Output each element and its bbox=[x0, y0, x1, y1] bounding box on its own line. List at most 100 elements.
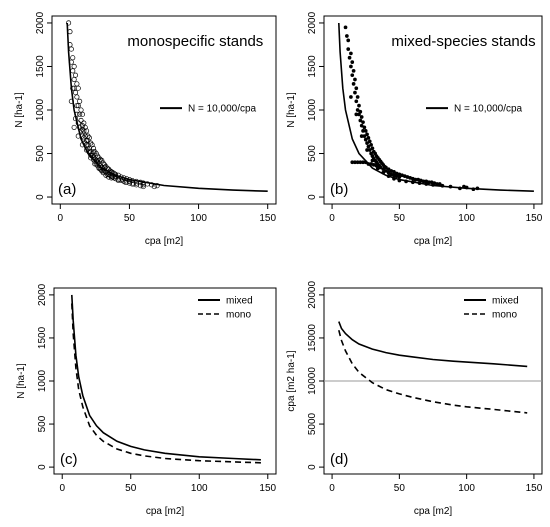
x-tick-label: 50 bbox=[394, 483, 406, 494]
x-tick-label: 100 bbox=[190, 213, 207, 224]
y-tick-label: 500 bbox=[37, 415, 48, 432]
data-point bbox=[99, 157, 105, 164]
data-point bbox=[355, 108, 360, 112]
legend-label: mixed bbox=[226, 296, 253, 307]
data-point bbox=[101, 164, 108, 170]
y-tick-label: 0 bbox=[307, 464, 318, 470]
data-point bbox=[79, 123, 85, 129]
x-tick-label: 0 bbox=[59, 483, 65, 494]
data-point bbox=[89, 142, 95, 148]
plot-area bbox=[71, 294, 261, 464]
data-point bbox=[84, 147, 90, 153]
data-point bbox=[386, 170, 391, 175]
legend-label: mixed bbox=[492, 296, 519, 307]
data-point bbox=[350, 73, 355, 78]
data-point bbox=[81, 135, 87, 141]
data-point bbox=[370, 146, 375, 151]
series-line bbox=[71, 294, 261, 461]
data-point bbox=[458, 186, 462, 191]
y-tick-label: 15000 bbox=[307, 324, 318, 352]
data-point bbox=[71, 63, 77, 70]
data-point bbox=[86, 135, 92, 141]
panel-label: (b) bbox=[330, 181, 348, 198]
panel-label: (d) bbox=[330, 451, 348, 468]
x-tick-label: 100 bbox=[458, 483, 475, 494]
data-point bbox=[72, 72, 79, 78]
data-point bbox=[100, 170, 106, 176]
data-point bbox=[149, 182, 155, 188]
y-axis-title: N [ha-1] bbox=[14, 92, 25, 128]
data-point bbox=[71, 124, 77, 130]
data-point bbox=[404, 179, 408, 184]
data-point bbox=[375, 166, 380, 171]
data-point bbox=[68, 98, 74, 104]
data-point bbox=[103, 172, 109, 178]
data-point bbox=[70, 85, 76, 91]
data-point bbox=[97, 157, 103, 163]
data-point bbox=[464, 185, 469, 190]
data-point bbox=[74, 94, 80, 100]
data-point bbox=[437, 182, 442, 186]
y-tick-label: 10000 bbox=[307, 367, 318, 395]
data-point bbox=[358, 118, 363, 123]
y-tick-label: 500 bbox=[307, 145, 318, 162]
data-point bbox=[397, 178, 402, 183]
data-point bbox=[365, 132, 369, 137]
y-tick-label: 0 bbox=[35, 194, 46, 200]
panel-title: monospecific stands bbox=[127, 33, 263, 50]
x-tick-label: 100 bbox=[458, 213, 475, 224]
x-tick-label: 50 bbox=[394, 213, 406, 224]
y-tick-label: 1500 bbox=[35, 55, 46, 78]
data-point bbox=[77, 98, 83, 104]
data-point bbox=[349, 51, 353, 56]
plot-area bbox=[338, 321, 528, 414]
data-point bbox=[70, 68, 76, 74]
legend-label: mono bbox=[226, 310, 251, 321]
plot-area bbox=[338, 22, 534, 192]
data-point bbox=[77, 124, 83, 130]
data-point bbox=[349, 64, 353, 69]
data-point bbox=[126, 177, 132, 183]
data-point bbox=[448, 184, 453, 189]
data-point bbox=[357, 103, 361, 108]
data-point bbox=[67, 29, 73, 35]
data-point bbox=[351, 82, 356, 86]
data-point bbox=[88, 155, 94, 161]
data-point bbox=[72, 116, 79, 122]
x-tick-label: 50 bbox=[124, 213, 136, 224]
y-tick-label: 1500 bbox=[37, 326, 48, 349]
data-point bbox=[362, 125, 367, 130]
data-point bbox=[85, 137, 91, 144]
series-line bbox=[71, 303, 261, 464]
data-point bbox=[71, 85, 77, 91]
x-tick-label: 150 bbox=[526, 213, 543, 224]
data-point bbox=[354, 86, 359, 91]
legend-label: mono bbox=[492, 310, 517, 321]
data-point bbox=[363, 137, 368, 142]
data-point bbox=[349, 95, 353, 99]
data-point bbox=[350, 60, 355, 64]
data-point bbox=[359, 115, 364, 119]
y-tick-label: 20000 bbox=[307, 281, 318, 309]
data-point bbox=[440, 183, 445, 188]
x-tick-label: 150 bbox=[526, 483, 543, 494]
data-point bbox=[417, 181, 422, 185]
data-point bbox=[81, 120, 87, 126]
data-point bbox=[100, 168, 106, 174]
panel-label: (a) bbox=[58, 181, 76, 198]
legend-label: N = 10,000/cpa bbox=[454, 104, 523, 115]
data-point bbox=[68, 46, 74, 52]
data-point bbox=[410, 180, 415, 185]
data-point bbox=[366, 144, 371, 149]
data-point bbox=[79, 126, 85, 132]
y-tick-label: 1000 bbox=[37, 369, 48, 392]
data-point bbox=[384, 169, 388, 173]
series-line bbox=[338, 321, 528, 368]
data-point bbox=[367, 139, 372, 144]
data-point bbox=[365, 148, 369, 152]
data-point bbox=[92, 161, 98, 167]
data-point bbox=[431, 183, 435, 187]
data-point bbox=[386, 167, 391, 172]
